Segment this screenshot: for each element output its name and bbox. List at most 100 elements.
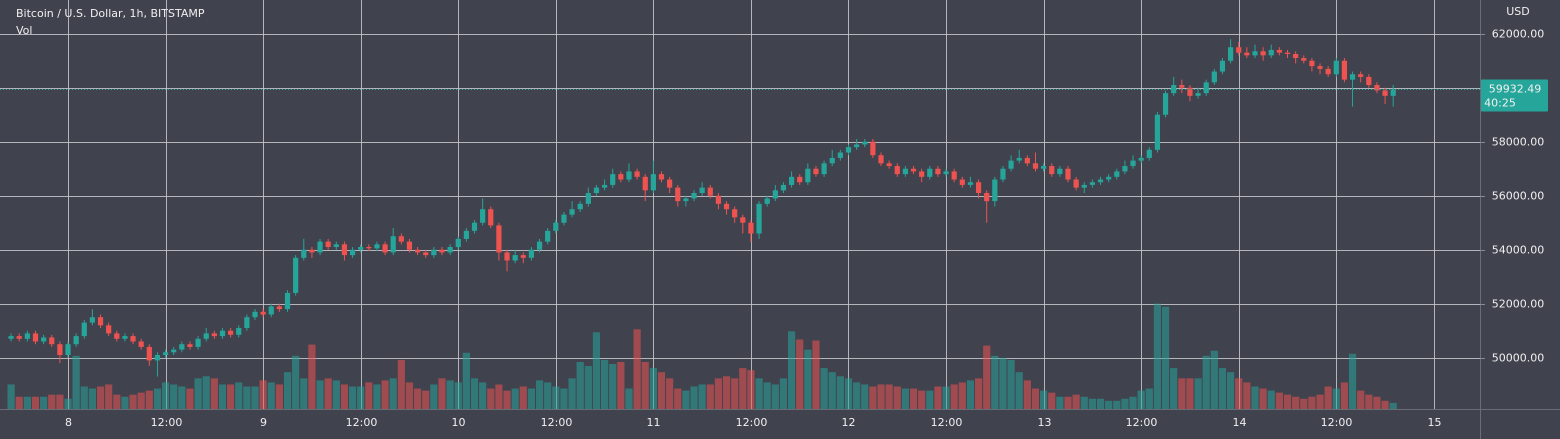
volume-bar [373, 384, 381, 409]
candle-body [927, 168, 933, 177]
candle-body [797, 176, 803, 183]
volume-bar [405, 382, 414, 409]
volume-bar [1300, 398, 1308, 409]
volume-bar [381, 380, 389, 409]
volume-bar [64, 398, 72, 409]
volume-bar [283, 372, 292, 409]
volume-bar [966, 380, 975, 409]
volume-bar [1243, 382, 1251, 409]
volume-bar [544, 382, 552, 409]
candle-body [325, 241, 331, 248]
volume-bar [332, 380, 340, 409]
candle-body [195, 338, 201, 347]
candle-body [41, 337, 47, 342]
volume-bar [316, 380, 324, 409]
candle-body [455, 238, 461, 248]
volume-bar [682, 390, 690, 409]
volume-bar [600, 359, 609, 409]
candle-body [1390, 89, 1396, 96]
volume-bar [1332, 388, 1340, 409]
candle-body [423, 252, 429, 256]
volume-bar [1015, 372, 1023, 409]
volume-bar [243, 386, 251, 409]
volume-bar [1137, 390, 1145, 409]
volume-bar [40, 396, 48, 409]
candle-body [553, 222, 559, 231]
y-tick-label: 52000.00 [1492, 298, 1545, 311]
volume-label: Vol [16, 24, 32, 37]
candle-body [585, 193, 591, 204]
volume-bar [950, 384, 958, 409]
volume-bar [48, 394, 56, 409]
volume-bar [202, 376, 210, 409]
volume-bar [96, 386, 105, 409]
candle-body [293, 257, 299, 293]
volume-bar [340, 384, 349, 409]
candle-body [154, 355, 161, 361]
volume-bar [1105, 400, 1113, 409]
candle-body [740, 217, 746, 223]
candle-body [203, 333, 209, 339]
volume-bar [779, 378, 788, 409]
candle-body [471, 222, 478, 231]
volume-bar [706, 384, 714, 409]
candle-body [114, 333, 120, 339]
volume-bar [218, 384, 227, 409]
volume-bar [1170, 368, 1178, 409]
candle-body [1325, 68, 1331, 75]
candle-body [1000, 168, 1006, 180]
volume-bar [31, 396, 40, 409]
volume-bar [210, 378, 218, 409]
volume-bar [1373, 396, 1381, 409]
candle-body [732, 209, 738, 218]
candle-body [1130, 160, 1136, 167]
candle-body [943, 171, 949, 175]
candle-body [675, 187, 681, 202]
volume-bar [487, 388, 495, 409]
volume-bar [422, 390, 430, 409]
volume-bar [275, 384, 283, 409]
candle-body [57, 344, 63, 356]
candle-body [8, 336, 14, 339]
volume-bar [235, 382, 243, 409]
candle-body [813, 168, 819, 175]
candle-body [1089, 182, 1095, 185]
candle-body [1284, 52, 1291, 54]
volume-bar [161, 382, 170, 409]
y-tick-label: 56000.00 [1492, 190, 1545, 203]
candle-body [569, 209, 575, 215]
candle-body [1219, 60, 1226, 72]
volume-bar [503, 390, 511, 409]
volume-bar [1292, 396, 1300, 409]
volume-bar [552, 386, 560, 409]
candle-body [683, 198, 689, 202]
candle-body [97, 317, 104, 326]
volume-bar [121, 396, 129, 409]
volume-bar [893, 386, 901, 409]
volume-bar [348, 386, 357, 409]
candle-body [284, 292, 291, 310]
candle-body [902, 168, 908, 175]
volume-bar [357, 386, 365, 409]
candle-body [691, 193, 697, 199]
candle-body [618, 174, 624, 180]
candle-body [821, 163, 827, 175]
candle-body [577, 203, 583, 210]
volume-bar [836, 376, 844, 409]
volume-bar [1235, 378, 1243, 409]
volume-bar [844, 378, 853, 409]
candle-body [81, 322, 87, 337]
volume-bar [983, 345, 991, 409]
volume-bar [1202, 355, 1210, 409]
volume-bar [1186, 378, 1194, 409]
volume-bar [576, 361, 584, 409]
volume-bar [414, 388, 422, 409]
x-tick-label: 13 [1038, 416, 1052, 429]
candle-body [1187, 87, 1193, 96]
volume-bar [698, 384, 706, 409]
x-tick-label: 9 [260, 416, 267, 429]
volume-bar [137, 392, 145, 409]
volume-bar [7, 384, 15, 409]
x-tick-label: 15 [1428, 416, 1442, 429]
x-tick-label: 12:00 [1126, 416, 1158, 429]
